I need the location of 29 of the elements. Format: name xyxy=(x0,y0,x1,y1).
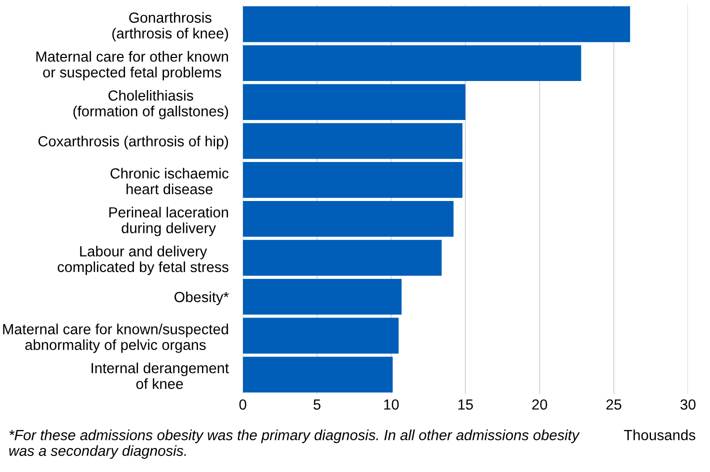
x-axis-title: Thousands xyxy=(624,430,696,440)
y-tick-label: Obesity* xyxy=(174,291,229,306)
bar xyxy=(242,240,442,276)
x-tick-label: 20 xyxy=(532,399,548,410)
y-tick-label: Gonarthrosis (arthrosis of knee) xyxy=(112,12,228,42)
bar xyxy=(242,200,454,237)
x-tick-label: 0 xyxy=(239,399,246,410)
bar xyxy=(242,318,399,354)
bar xyxy=(242,123,462,159)
y-tick-label: Chronic ischaemic heart disease xyxy=(110,168,229,194)
x-tick-label: 25 xyxy=(606,399,622,410)
y-tick-label: Cholelithiasis (formation of gallstones) xyxy=(73,90,228,120)
y-tick-label: Maternal care for other known or suspected fetal problems xyxy=(36,51,228,80)
y-tick-label: Maternal care for known/suspected abnormality of pelvic organs xyxy=(3,324,228,353)
text: *For these admissions obesity was the primary diagnosis. In all other admissions obesity was a secondary diagnosis. xyxy=(9,430,580,459)
bar xyxy=(242,6,630,42)
bar xyxy=(242,45,582,82)
bar xyxy=(242,278,402,315)
x-tick-label: 30 xyxy=(680,399,696,410)
bar xyxy=(242,356,393,393)
x-tick-label: 5 xyxy=(314,400,320,410)
y-tick-label: Coxarthrosis (arthrosis of hip) xyxy=(38,136,228,150)
bar xyxy=(242,162,462,198)
y-tick-label: Internal derangement of knee xyxy=(92,362,229,389)
y-tick-label: Labour and delivery complicated by fetal stress xyxy=(58,246,228,276)
x-tick-label: 15 xyxy=(458,400,473,410)
bar xyxy=(242,84,466,120)
x-tick-label: 10 xyxy=(384,399,399,410)
y-tick-label: Perineal laceration during delivery xyxy=(109,206,228,236)
